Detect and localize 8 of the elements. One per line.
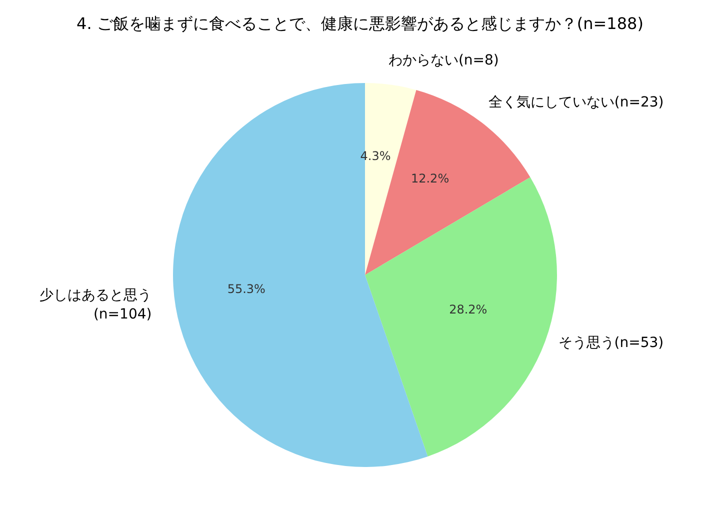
data-label: 12.2% bbox=[410, 172, 450, 186]
slice-label: 全く気にしていない(n=23) bbox=[488, 94, 664, 110]
data-label: 55.3% bbox=[227, 282, 266, 296]
slice-label: わからない(n=8) bbox=[388, 52, 499, 69]
chart-title: 4. ご飯を噛まずに食べることで、健康に悪影響があると感じますか？(n=188) bbox=[76, 14, 644, 35]
data-label: 28.2% bbox=[449, 302, 488, 317]
slice-label: そう思う(n=53) bbox=[558, 334, 664, 351]
slice-label: 少しはあると思う (n=104) bbox=[40, 288, 152, 323]
